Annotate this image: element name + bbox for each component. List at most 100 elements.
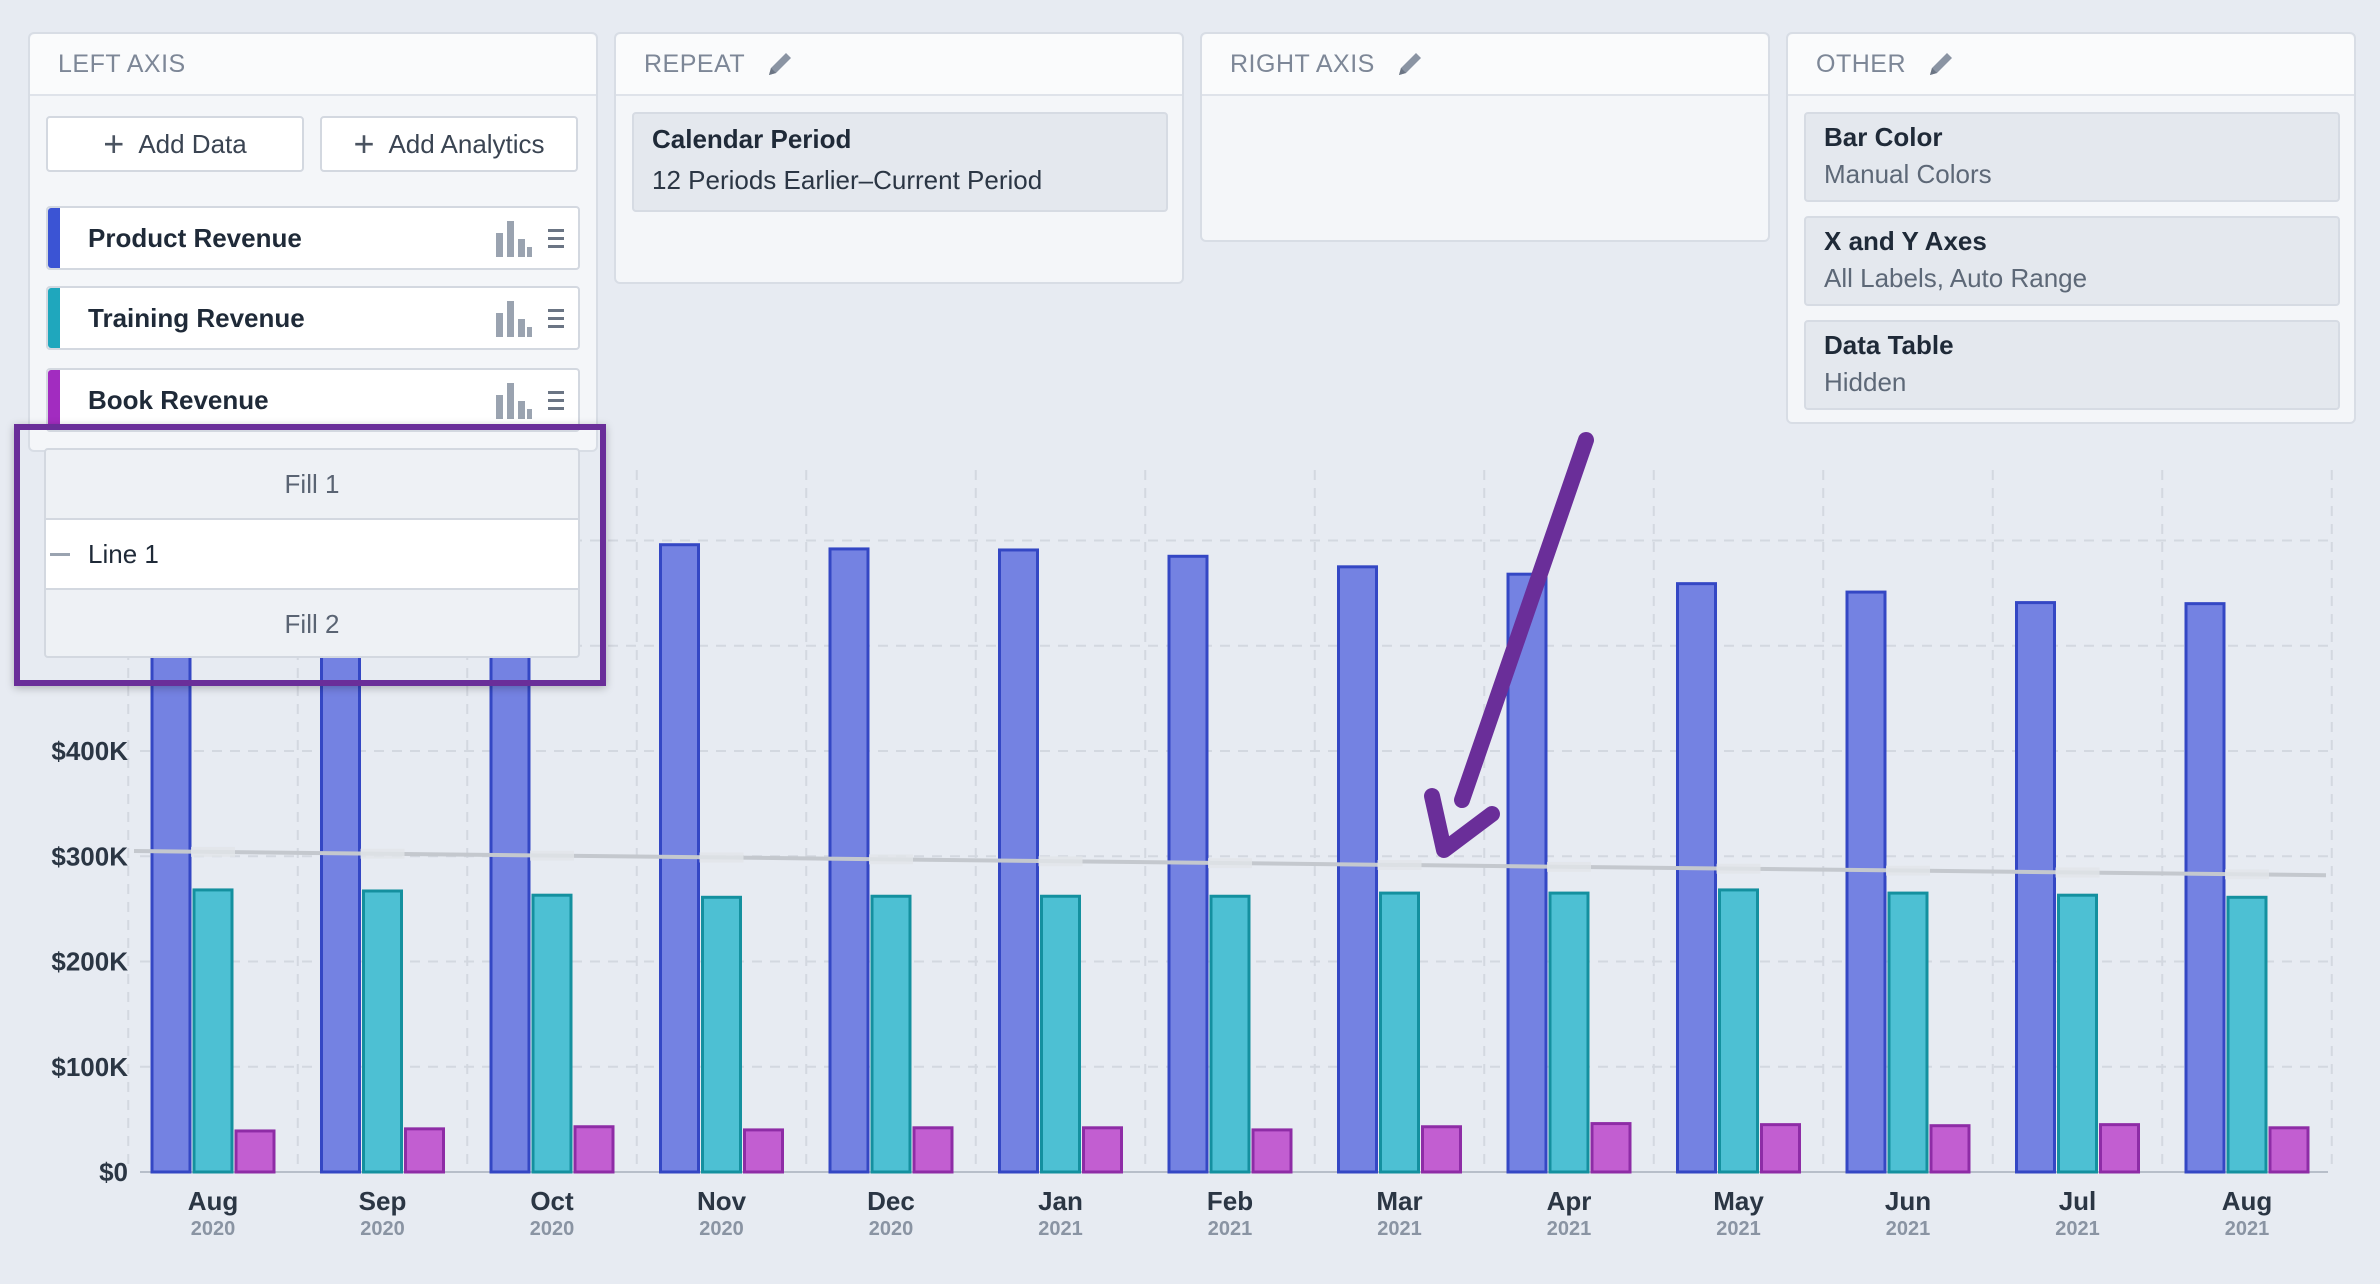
- x-tick-year: 2020: [699, 1218, 744, 1240]
- bar-training-revenue: [1379, 891, 1420, 1174]
- x-tick-year: 2021: [1886, 1218, 1931, 1240]
- x-tick-year: 2021: [2055, 1218, 2100, 1240]
- bar-book-revenue: [1590, 1122, 1632, 1174]
- x-tick-year: 2021: [1208, 1218, 1253, 1240]
- bar-training-revenue: [531, 893, 573, 1174]
- card-title: Bar Color: [1824, 122, 1943, 152]
- bar-chart-icon[interactable]: [494, 381, 532, 419]
- series-color-swatch: [48, 208, 60, 268]
- bar-book-revenue: [1760, 1123, 1801, 1174]
- bar-training-revenue: [1718, 888, 1759, 1174]
- other-panel: OTHER Bar Color Manual Colors X and Y Ax…: [1786, 32, 2356, 424]
- bar-book-revenue: [2268, 1126, 2310, 1174]
- card-subtitle: 12 Periods Earlier–Current Period: [652, 165, 1043, 195]
- repeat-header: REPEAT: [616, 34, 1182, 96]
- add-data-button[interactable]: + Add Data: [46, 116, 304, 172]
- x-tick-label: Sep: [359, 1186, 407, 1216]
- x-tick-label: Aug: [2222, 1186, 2273, 1216]
- x-tick-label: Apr: [1547, 1186, 1592, 1216]
- drag-handle-icon[interactable]: [548, 306, 566, 330]
- data-table-card[interactable]: Data Table Hidden: [1804, 320, 2340, 410]
- y-tick-label: $200K: [51, 947, 128, 977]
- card-subtitle: All Labels, Auto Range: [1824, 263, 2088, 293]
- x-tick-year: 2020: [191, 1218, 236, 1240]
- x-tick-label: Dec: [867, 1186, 915, 1216]
- bar-chart-icon[interactable]: [494, 299, 532, 337]
- bar-book-revenue: [2099, 1123, 2140, 1174]
- x-tick-year: 2020: [360, 1218, 405, 1240]
- x-tick-label: Jul: [2059, 1186, 2097, 1216]
- x-tick-label: Aug: [188, 1186, 239, 1216]
- bar-book-revenue: [234, 1129, 276, 1174]
- drag-handle-icon[interactable]: [548, 226, 566, 250]
- highlight-box: [14, 424, 606, 686]
- bar-training-revenue: [1887, 891, 1929, 1174]
- bar-training-revenue: [701, 895, 742, 1174]
- x-tick-year: 2021: [2225, 1218, 2270, 1240]
- x-tick-label: Oct: [530, 1186, 574, 1216]
- bar-product-revenue: [2015, 601, 2056, 1174]
- fill-2-option[interactable]: Fill 2: [284, 608, 340, 639]
- drag-handle-icon[interactable]: [548, 388, 566, 412]
- right-axis-title: RIGHT AXIS: [1230, 49, 1375, 78]
- y-tick-label: $400K: [51, 736, 128, 766]
- left-axis-header: LEFT AXIS: [30, 34, 596, 96]
- axes-card[interactable]: X and Y Axes All Labels, Auto Range: [1804, 216, 2340, 306]
- arrow-head: [1424, 788, 1500, 858]
- calendar-period-card[interactable]: Calendar Period 12 Periods Earlier–Curre…: [632, 112, 1168, 212]
- bar-color-card[interactable]: Bar Color Manual Colors: [1804, 112, 2340, 202]
- bar-chart-icon[interactable]: [494, 219, 532, 257]
- bar-book-revenue: [404, 1127, 445, 1174]
- card-title: Calendar Period: [652, 124, 852, 154]
- bar-product-revenue: [1506, 572, 1548, 1174]
- card-subtitle: Manual Colors: [1824, 159, 1992, 189]
- left-axis-panel: LEFT AXIS + Add Data + Add Analytics Pro…: [28, 32, 598, 452]
- pencil-icon[interactable]: [1395, 49, 1425, 79]
- annotation-arrow: [1424, 432, 1594, 858]
- bar-product-revenue: [1845, 590, 1887, 1174]
- y-tick-label: $300K: [51, 841, 128, 871]
- series-book-revenue[interactable]: Book Revenue: [46, 368, 580, 432]
- bar-book-revenue: [1421, 1125, 1462, 1174]
- series-product-revenue[interactable]: Product Revenue: [46, 206, 580, 270]
- add-analytics-button[interactable]: + Add Analytics: [320, 116, 578, 172]
- bar-training-revenue: [1040, 894, 1081, 1174]
- bar-book-revenue: [743, 1128, 784, 1174]
- x-tick-label: Jun: [1885, 1186, 1931, 1216]
- y-tick-label: $0: [99, 1157, 128, 1187]
- bar-book-revenue: [1082, 1126, 1123, 1174]
- bar-product-revenue: [2184, 602, 2226, 1174]
- fill-1-option[interactable]: Fill 1: [284, 468, 340, 499]
- x-tick-label: Nov: [697, 1186, 747, 1216]
- repeat-title: REPEAT: [644, 49, 746, 78]
- line-1-option[interactable]: Line 1: [46, 518, 578, 590]
- bar-training-revenue: [1209, 894, 1251, 1174]
- card-title: Data Table: [1824, 330, 1954, 360]
- arrow-shaft: [1454, 432, 1594, 808]
- series-label: Book Revenue: [88, 384, 269, 415]
- x-tick-year: 2021: [1716, 1218, 1761, 1240]
- series-label: Training Revenue: [88, 302, 305, 333]
- plus-icon: +: [103, 123, 125, 164]
- bar-book-revenue: [912, 1126, 954, 1174]
- bar-training-revenue: [192, 888, 234, 1174]
- bar-book-revenue: [1251, 1128, 1293, 1174]
- right-axis-panel: RIGHT AXIS: [1200, 32, 1770, 242]
- bar-training-revenue: [362, 889, 403, 1174]
- x-tick-year: 2020: [530, 1218, 575, 1240]
- repeat-panel: REPEAT Calendar Period 12 Periods Earlie…: [614, 32, 1184, 284]
- series-training-revenue[interactable]: Training Revenue: [46, 286, 580, 350]
- bar-product-revenue: [1676, 582, 1717, 1174]
- x-tick-year: 2021: [1547, 1218, 1592, 1240]
- x-tick-year: 2021: [1377, 1218, 1422, 1240]
- right-axis-header: RIGHT AXIS: [1202, 34, 1768, 96]
- pencil-icon[interactable]: [1926, 49, 1956, 79]
- card-subtitle: Hidden: [1824, 367, 1907, 397]
- other-header: OTHER: [1788, 34, 2354, 96]
- series-color-swatch: [48, 288, 60, 348]
- x-tick-label: Mar: [1376, 1186, 1422, 1216]
- bar-product-revenue: [1337, 565, 1378, 1174]
- pencil-icon[interactable]: [765, 49, 795, 79]
- x-tick-year: 2020: [869, 1218, 914, 1240]
